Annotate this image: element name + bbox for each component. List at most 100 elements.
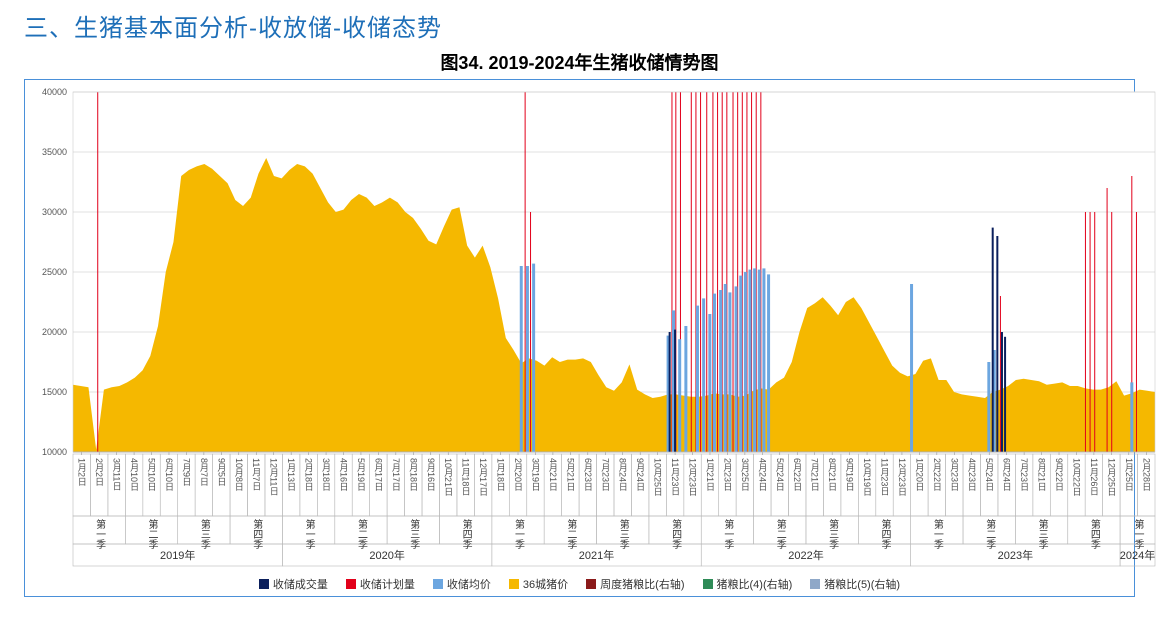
- svg-text:第二季: 第二季: [565, 518, 577, 550]
- svg-text:第一季: 第一季: [94, 518, 106, 550]
- svg-text:第二季: 第二季: [355, 518, 367, 550]
- svg-text:第一季: 第一季: [513, 518, 525, 550]
- legend-item: 收储成交量: [259, 576, 328, 592]
- svg-text:第二季: 第二季: [984, 518, 996, 550]
- svg-text:5月24日: 5月24日: [984, 458, 994, 491]
- svg-text:6月17日: 6月17日: [373, 458, 383, 491]
- svg-text:9月24日: 9月24日: [635, 458, 645, 491]
- svg-text:10月19日: 10月19日: [862, 458, 872, 496]
- legend-label: 36城猪价: [523, 576, 568, 592]
- svg-text:3月18日: 3月18日: [321, 458, 331, 491]
- svg-text:6月10日: 6月10日: [164, 458, 174, 491]
- svg-text:11月23日: 11月23日: [880, 458, 890, 495]
- chart-frame: 100001500020000250003000035000400001月2日2…: [24, 79, 1135, 597]
- svg-text:4月23日: 4月23日: [967, 458, 977, 491]
- svg-text:第二季: 第二季: [774, 518, 786, 550]
- svg-text:12月11日: 12月11日: [269, 458, 279, 495]
- svg-text:4月16日: 4月16日: [339, 458, 349, 491]
- svg-text:7月23日: 7月23日: [1019, 458, 1029, 491]
- svg-text:12月23日: 12月23日: [897, 458, 907, 496]
- legend-swatch: [810, 579, 820, 589]
- svg-text:11月7日: 11月7日: [251, 458, 261, 490]
- svg-text:第三季: 第三季: [827, 518, 839, 550]
- svg-text:第四季: 第四季: [251, 518, 263, 550]
- svg-text:2020年: 2020年: [369, 548, 404, 562]
- svg-text:10月8日: 10月8日: [234, 458, 244, 491]
- svg-text:9月19日: 9月19日: [845, 458, 855, 491]
- svg-text:4月24日: 4月24日: [757, 458, 767, 491]
- legend-label: 猪粮比(4)(右轴): [717, 576, 793, 592]
- svg-text:第四季: 第四季: [670, 518, 682, 550]
- svg-text:6月22日: 6月22日: [792, 458, 802, 491]
- legend-item: 猪粮比(4)(右轴): [703, 576, 793, 592]
- svg-text:8月21日: 8月21日: [827, 458, 837, 491]
- legend-item: 周度猪粮比(右轴): [586, 576, 684, 592]
- legend-swatch: [259, 579, 269, 589]
- legend-swatch: [509, 579, 519, 589]
- section-title: 三、生猪基本面分析-收放储-收储态势: [24, 8, 1135, 43]
- svg-text:10月25日: 10月25日: [653, 458, 663, 496]
- svg-text:5月10日: 5月10日: [147, 458, 157, 491]
- svg-text:5月19日: 5月19日: [356, 458, 366, 491]
- svg-text:3月25日: 3月25日: [740, 458, 750, 491]
- svg-text:12月23日: 12月23日: [688, 458, 698, 496]
- svg-text:1月13日: 1月13日: [286, 458, 296, 491]
- legend-swatch: [586, 579, 596, 589]
- svg-text:1月20日: 1月20日: [914, 458, 924, 491]
- svg-text:9月5日: 9月5日: [216, 458, 226, 486]
- svg-text:30000: 30000: [42, 207, 67, 217]
- svg-text:4月10日: 4月10日: [129, 458, 139, 491]
- svg-text:6月23日: 6月23日: [583, 458, 593, 491]
- svg-text:1月2日: 1月2日: [77, 458, 87, 486]
- svg-text:2月20日: 2月20日: [513, 458, 523, 491]
- legend-item: 收储均价: [433, 576, 491, 592]
- svg-text:5月21日: 5月21日: [565, 458, 575, 491]
- legend-label: 收储成交量: [273, 576, 328, 592]
- svg-text:2月22日: 2月22日: [932, 458, 942, 491]
- svg-text:15000: 15000: [42, 387, 67, 397]
- svg-text:10月21日: 10月21日: [443, 458, 453, 496]
- svg-text:第二季: 第二季: [146, 518, 158, 550]
- svg-text:9月16日: 9月16日: [426, 458, 436, 491]
- svg-text:7月17日: 7月17日: [391, 458, 401, 491]
- svg-text:3月23日: 3月23日: [949, 458, 959, 491]
- legend-swatch: [346, 579, 356, 589]
- svg-text:1月21日: 1月21日: [705, 458, 715, 491]
- svg-text:6月24日: 6月24日: [1002, 458, 1012, 491]
- svg-text:第四季: 第四季: [460, 518, 472, 550]
- svg-text:3月19日: 3月19日: [530, 458, 540, 491]
- legend-item: 36城猪价: [509, 576, 568, 592]
- svg-text:1月25日: 1月25日: [1124, 458, 1134, 491]
- svg-text:第一季: 第一季: [1132, 518, 1144, 550]
- legend-swatch: [703, 579, 713, 589]
- svg-text:第三季: 第三季: [617, 518, 629, 550]
- svg-text:9月22日: 9月22日: [1054, 458, 1064, 491]
- svg-text:8月21日: 8月21日: [1037, 458, 1047, 491]
- svg-text:2024年: 2024年: [1120, 548, 1155, 562]
- svg-text:5月24日: 5月24日: [775, 458, 785, 491]
- chart-plot: 100001500020000250003000035000400001月2日2…: [29, 86, 1159, 572]
- svg-text:2022年: 2022年: [788, 548, 823, 562]
- svg-text:第三季: 第三季: [1036, 518, 1048, 550]
- svg-text:第三季: 第三季: [408, 518, 420, 550]
- svg-text:8月7日: 8月7日: [199, 458, 209, 486]
- svg-text:第三季: 第三季: [198, 518, 210, 550]
- svg-text:2月18日: 2月18日: [304, 458, 314, 491]
- legend-swatch: [433, 579, 443, 589]
- legend-label: 周度猪粮比(右轴): [600, 576, 684, 592]
- svg-text:1月18日: 1月18日: [496, 458, 506, 491]
- svg-text:2019年: 2019年: [160, 548, 195, 562]
- svg-text:12月25日: 12月25日: [1106, 458, 1116, 496]
- legend-item: 收储计划量: [346, 576, 415, 592]
- svg-text:2023年: 2023年: [998, 548, 1033, 562]
- legend-label: 收储均价: [447, 576, 491, 592]
- legend-label: 收储计划量: [360, 576, 415, 592]
- svg-text:第四季: 第四季: [879, 518, 891, 550]
- svg-text:10000: 10000: [42, 447, 67, 457]
- legend-label: 猪粮比(5)(右轴): [824, 576, 900, 592]
- svg-text:8月18日: 8月18日: [408, 458, 418, 491]
- svg-text:11月18日: 11月18日: [461, 458, 471, 495]
- svg-text:10月22日: 10月22日: [1071, 458, 1081, 496]
- legend-item: 猪粮比(5)(右轴): [810, 576, 900, 592]
- svg-text:4月21日: 4月21日: [548, 458, 558, 491]
